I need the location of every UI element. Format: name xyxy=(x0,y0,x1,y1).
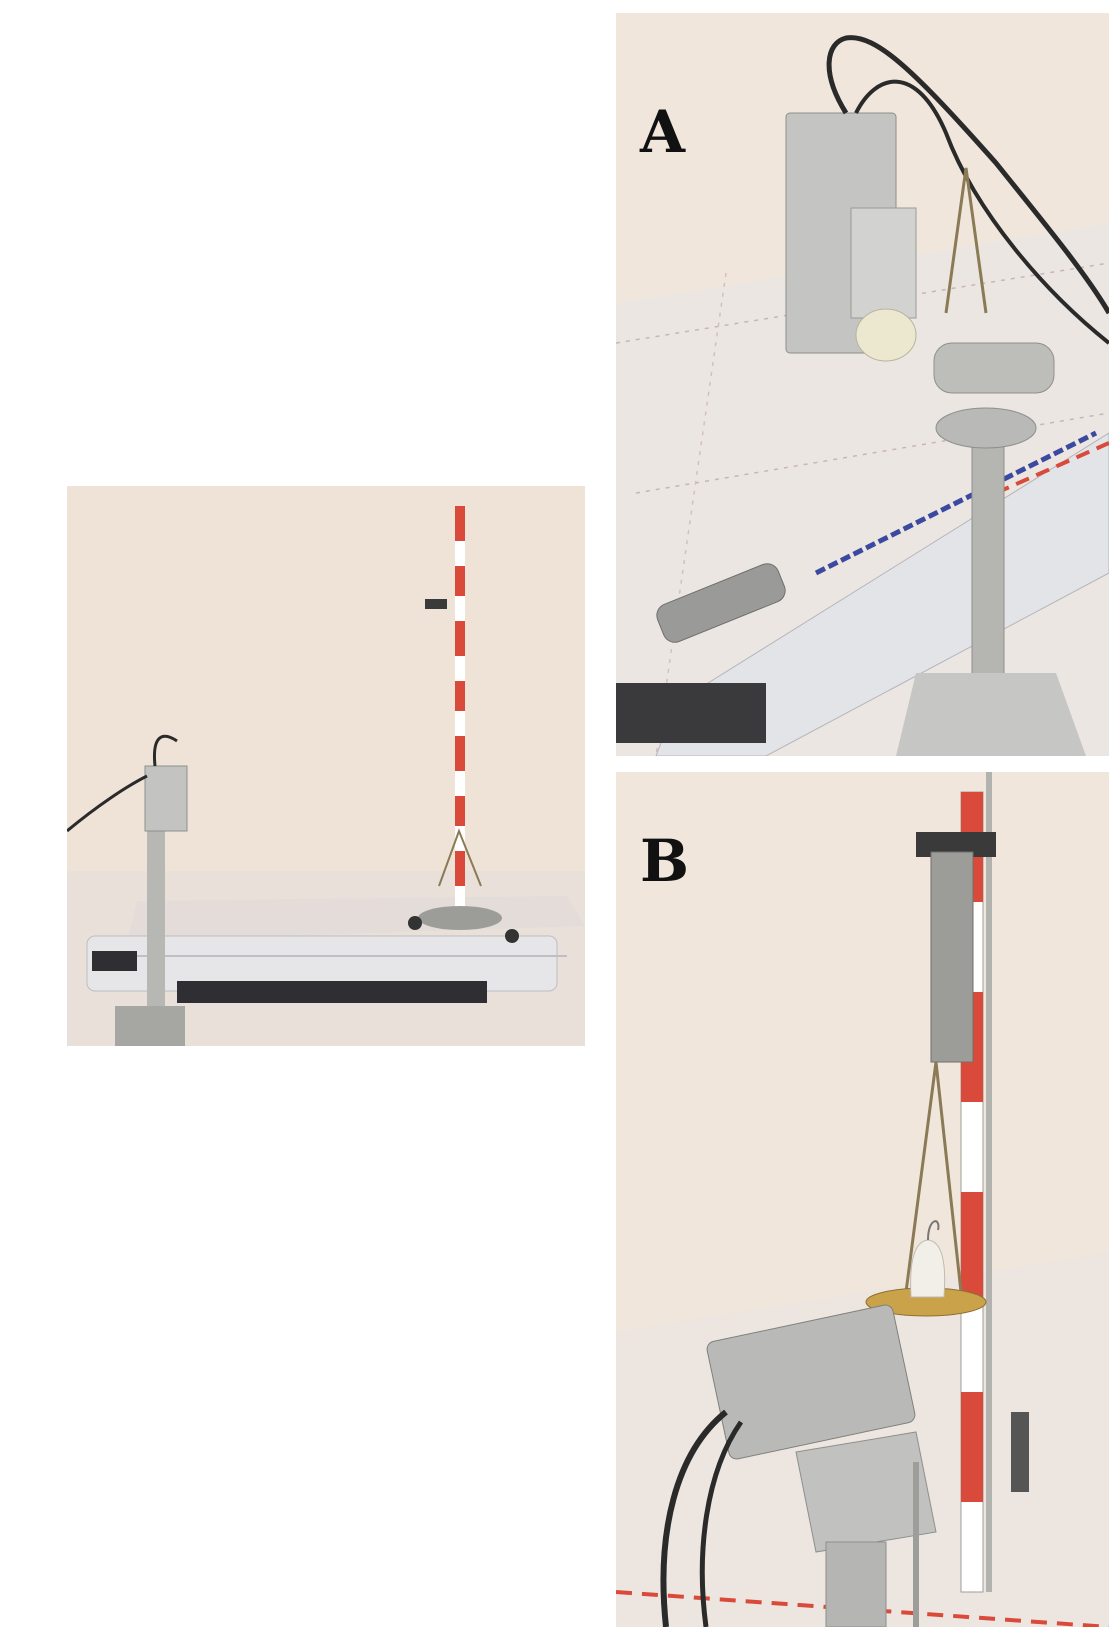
overview-photo xyxy=(67,486,585,1046)
detail-photo-a: A xyxy=(616,13,1109,756)
detail-a-blue-strip xyxy=(814,430,1098,576)
overview-wire xyxy=(438,828,482,887)
detail-a-knob xyxy=(855,308,917,362)
detail-b-tripod-pole xyxy=(825,1541,887,1627)
detail-a-cable xyxy=(826,35,1109,315)
overview-clamp xyxy=(425,599,447,609)
detail-a-wire xyxy=(944,167,988,314)
overview-camera xyxy=(144,765,188,832)
panel-label-a: A xyxy=(640,98,686,166)
detail-a-scene xyxy=(616,13,1109,756)
detail-b-cable xyxy=(660,1409,728,1627)
overview-scene xyxy=(67,486,585,1046)
overview-measuring-rod xyxy=(455,506,465,926)
overview-stand-base xyxy=(418,906,502,930)
detail-b-camera xyxy=(706,1304,916,1460)
detail-b-scene xyxy=(616,772,1109,1627)
detail-a-cylinder xyxy=(656,563,786,643)
overview-cable xyxy=(152,734,178,767)
detail-photo-b: B xyxy=(616,772,1109,1627)
detail-b-wire xyxy=(904,1061,963,1293)
overview-rail-base xyxy=(177,981,487,1003)
detail-b-weight xyxy=(910,1239,946,1298)
detail-b-hanging-plate xyxy=(930,851,974,1063)
overview-tripod-pole xyxy=(147,806,165,1046)
panel-label-b: B xyxy=(640,827,690,895)
